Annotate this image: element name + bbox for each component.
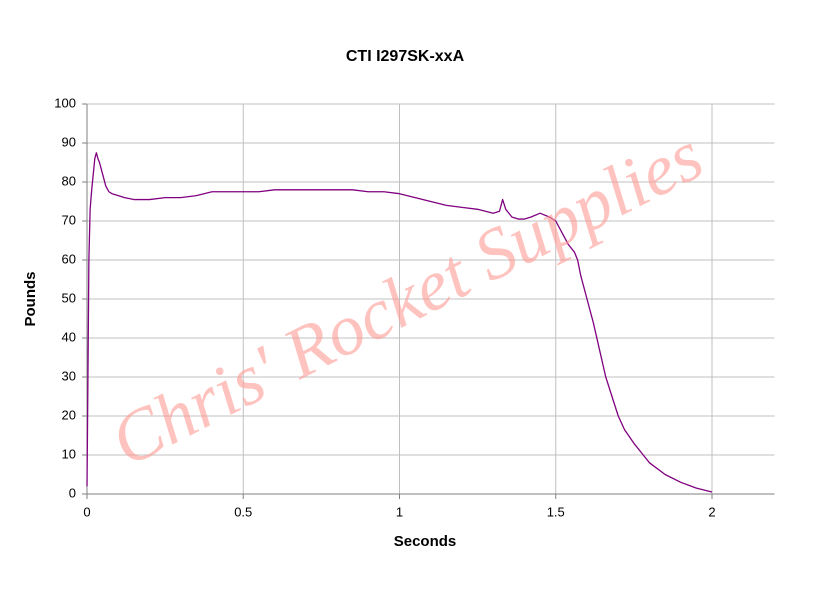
y-tick-label: 60 [62,251,76,266]
y-tick-label: 50 [62,290,76,305]
y-axis-title: Pounds [22,272,39,327]
y-tick-label: 20 [62,407,76,422]
x-axis-title: Seconds [394,533,457,550]
y-tick-label: 30 [62,368,76,383]
y-tick-label: 0 [69,485,76,500]
x-tick-label: 1.5 [547,504,565,519]
watermark: Chris' Rocket Supplies [98,115,715,482]
plot-area: 0 10 20 30 40 50 60 70 80 90 100 0 0.5 1 1.5 2 [54,95,775,519]
chart-title: CTI I297SK-xxA [346,48,465,65]
y-tick-label: 80 [62,173,76,188]
y-tick-label: 40 [62,329,76,344]
x-tick-label: 1 [396,504,403,519]
x-tick-label: 2 [708,504,715,519]
y-tick-label: 90 [62,134,76,149]
y-tick-label: 100 [54,95,76,110]
data-line [86,152,713,493]
y-tick-label: 10 [62,446,76,461]
x-tick-label: 0.5 [234,504,252,519]
y-tick-label: 70 [62,212,76,227]
x-tick-label: 0 [83,504,90,519]
